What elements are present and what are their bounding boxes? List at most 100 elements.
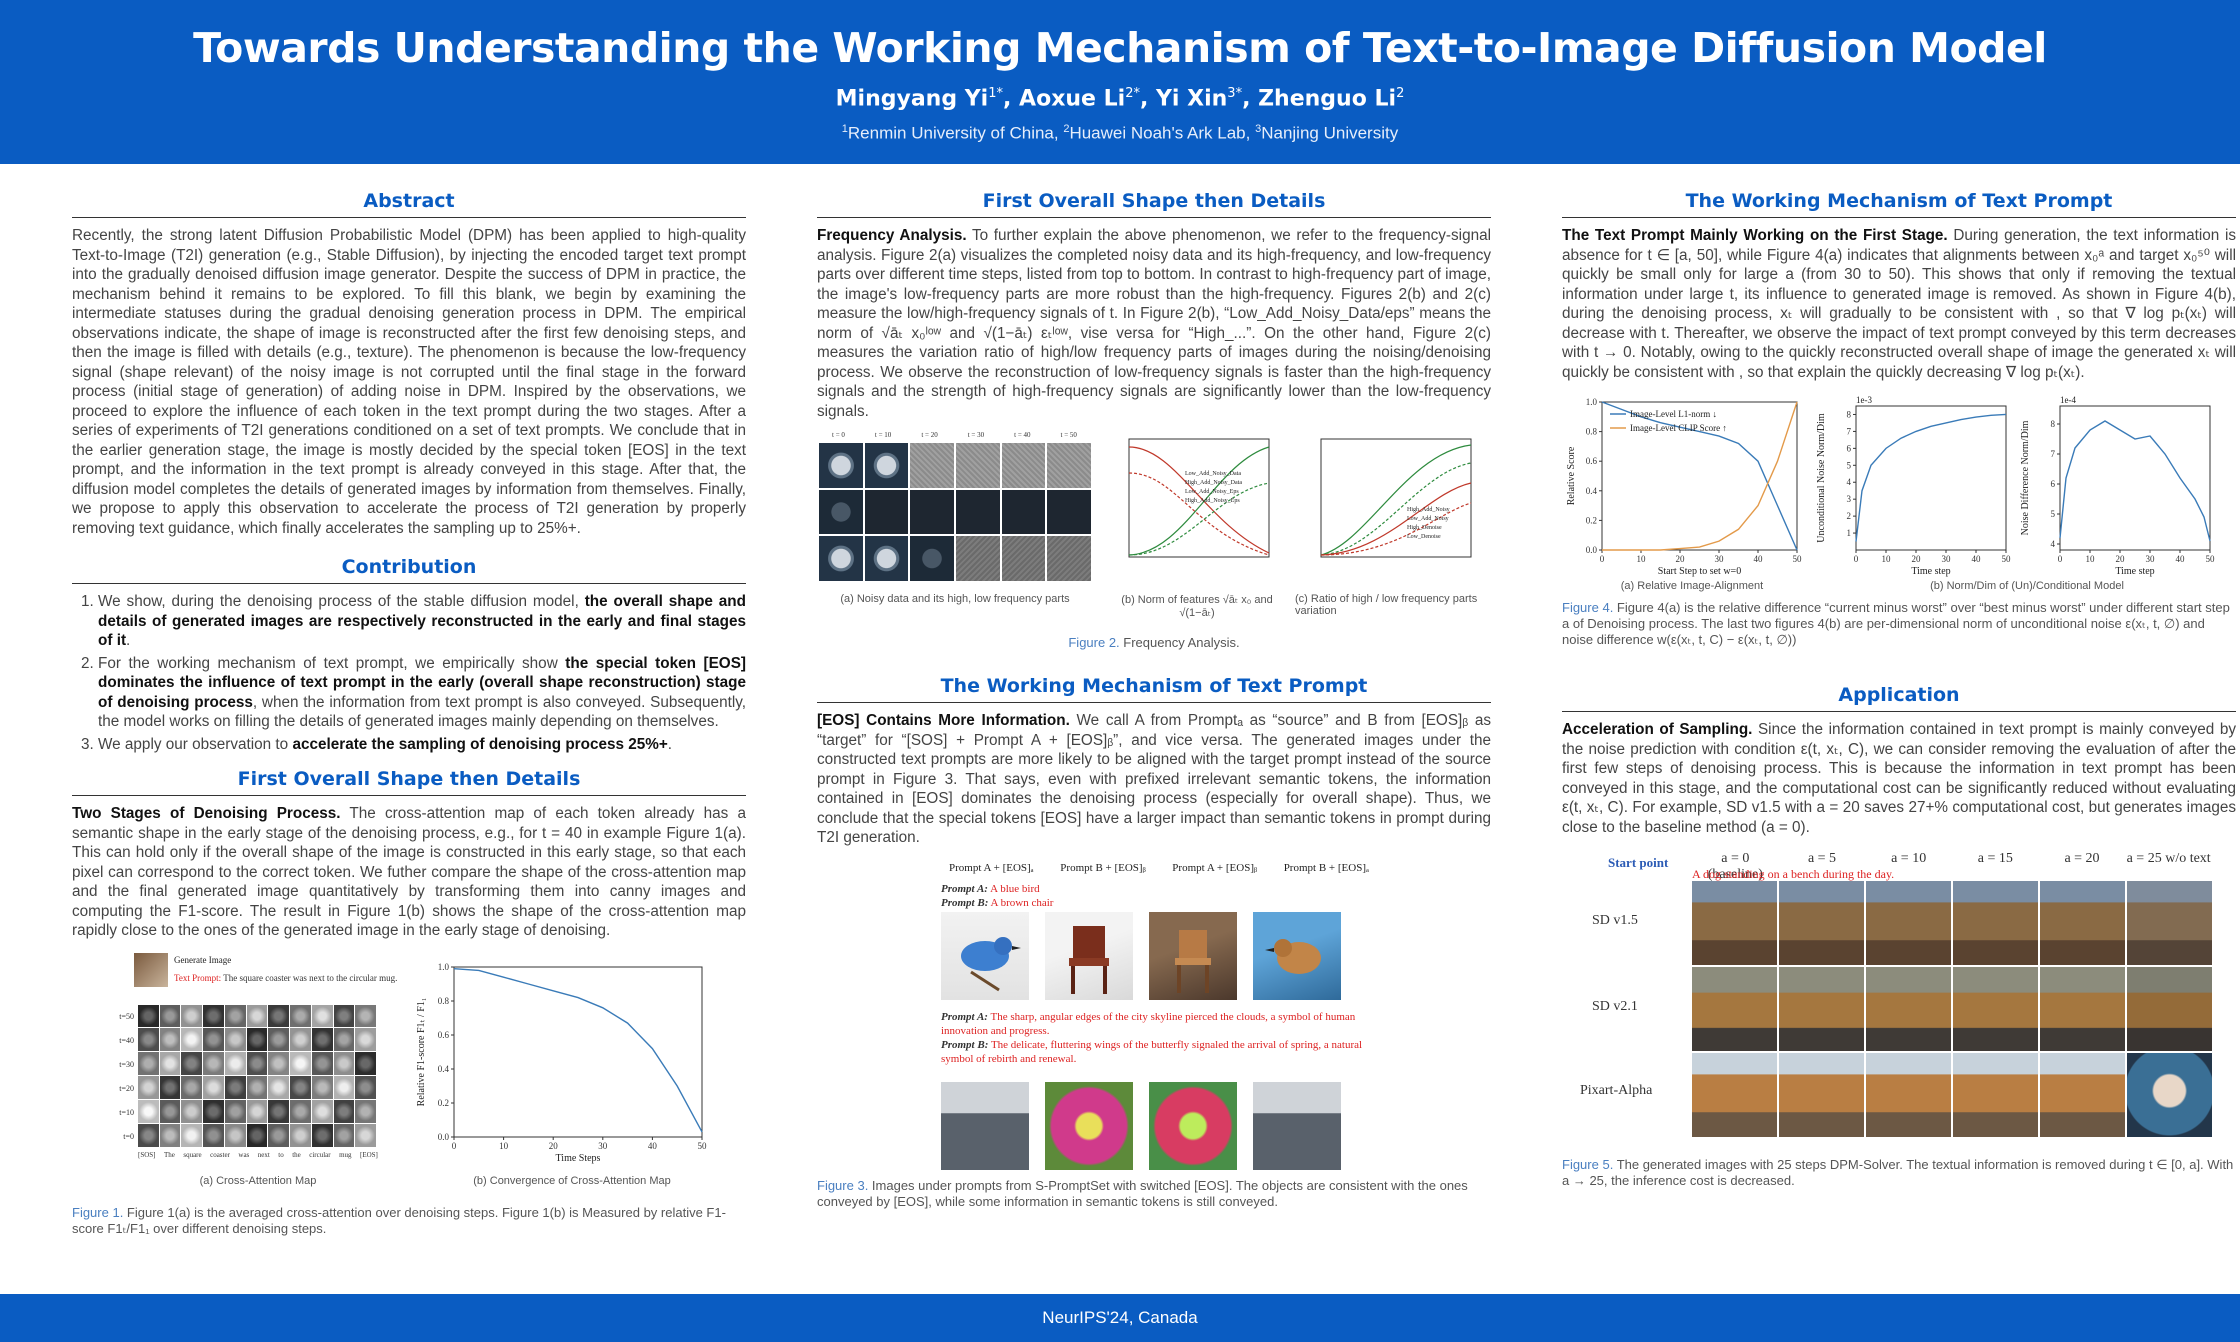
- x-tick-label: 10: [1637, 554, 1647, 564]
- column-label: a = 15: [1977, 851, 2013, 866]
- figure-2: t = 0 t = 10 t = 20 t = 30 t = 40 t = 50…: [817, 431, 1491, 629]
- column-label: Prompt B + [EOS]ₐ: [1283, 861, 1369, 874]
- attention-map-cell: [333, 1076, 355, 1099]
- token-label: next: [257, 1150, 270, 1159]
- attention-map-cell: [290, 1099, 311, 1123]
- row-label-sd21: SD v2.1: [1592, 999, 1638, 1014]
- x-tick-label: 40: [1754, 554, 1764, 564]
- author-name: Aoxue Li: [1019, 86, 1126, 112]
- token-label: [SOS]: [138, 1150, 156, 1159]
- noisy-data-cell: [956, 443, 1000, 488]
- noisy-data-cell: [1047, 443, 1091, 488]
- poster-footer: NeurIPS'24, Canada: [0, 1294, 2240, 1342]
- row-label: t=30: [119, 1059, 134, 1069]
- attention-map-cell: [311, 1076, 333, 1099]
- y-axis-label: Noise Difference Norm/Dim: [2020, 420, 2031, 535]
- affiliation: Renmin University of China: [847, 123, 1054, 143]
- series-line: [1320, 502, 1472, 556]
- figure-5-caption: Figure 5. The generated images with 25 s…: [1562, 1157, 2236, 1189]
- figure-4: 0 10 20 30 40 50 0.0 0.2 0.4 0.6 0.8 1.0 Start Step …: [1562, 394, 2236, 594]
- poster-header: Towards Understanding the Working Mechan…: [0, 0, 2240, 164]
- figure-3-caption: Figure 3. Images under prompts from S-Pr…: [817, 1178, 1491, 1210]
- prompt-b-label: Prompt B:: [941, 896, 989, 909]
- cross-attention-grid: [138, 1004, 376, 1147]
- author-name: Mingyang Yi: [835, 86, 989, 112]
- attention-map-cell: [355, 1028, 376, 1052]
- noisy-data-cell: [864, 489, 909, 535]
- poster-title: Towards Understanding the Working Mechan…: [193, 24, 2047, 72]
- section-title-abstract: Abstract: [72, 190, 746, 218]
- attention-map-cell: [138, 1099, 159, 1123]
- attention-map-cell: [333, 1123, 355, 1147]
- series-line: [1855, 413, 2007, 542]
- generated-image: [1866, 1053, 1951, 1137]
- venue-label: NeurIPS'24, Canada: [1042, 1308, 1198, 1327]
- y-tick-label: 0.6: [1586, 456, 1598, 466]
- prompt-a-label: Prompt A:: [941, 882, 988, 895]
- y-tick-label: 7: [2051, 449, 2056, 459]
- attention-map-cell: [268, 1099, 290, 1123]
- attention-map-cell: [311, 1099, 333, 1123]
- row-label: t=20: [119, 1083, 134, 1093]
- x-tick-label: 20: [1676, 554, 1686, 564]
- y-tick-label: 6: [1847, 443, 1852, 453]
- attention-map-cell: [203, 1004, 224, 1028]
- row-label: t=50: [119, 1011, 134, 1021]
- caption-text: Frequency Analysis.: [1119, 635, 1240, 650]
- y-tick-label: 5: [1847, 460, 1852, 470]
- text-prompt-line: Text Prompt: The square coaster was next…: [174, 973, 397, 983]
- image-row-pixart: [1692, 1053, 2212, 1137]
- attention-map-cell: [246, 1004, 268, 1028]
- y-tick-label: 0.2: [1586, 515, 1597, 525]
- contrib-bold: the special token [EOS] dominates the in…: [98, 654, 746, 711]
- fig2a-subcaption: (a) Noisy data and its high, low frequen…: [840, 593, 1070, 605]
- figure-4-caption: Figure 4. Figure 4(a) is the relative di…: [1562, 600, 2236, 648]
- attention-map-cell: [355, 1004, 376, 1028]
- generated-image: [2127, 967, 2212, 1051]
- y-tick-label: 1: [1847, 528, 1852, 538]
- y-tick-label: 2: [1847, 511, 1852, 521]
- first-stage-paragraph: The Text Prompt Mainly Working on the Fi…: [1562, 226, 2236, 382]
- y-tick-label: 0.8: [438, 996, 450, 1006]
- attention-map-cell: [181, 1052, 203, 1075]
- x-tick-label: 0: [1600, 554, 1605, 564]
- attention-map-cell: [311, 1028, 333, 1052]
- shape-paragraph: Two Stages of Denoising Process. The cro…: [72, 804, 746, 941]
- author-sup: 1*: [988, 86, 1004, 101]
- figure-1-caption: Figure 1. Figure 1(a) is the averaged cr…: [72, 1205, 746, 1237]
- noisy-data-cell: [864, 536, 909, 581]
- application-paragraph: Acceleration of Sampling. Since the info…: [1562, 720, 2236, 837]
- author-name: Yi Xin: [1156, 86, 1228, 112]
- para-body: Since the information contained in text …: [1562, 721, 2236, 836]
- y-tick-label: 4: [1847, 477, 1852, 487]
- plot-frame: [453, 966, 703, 1137]
- frequency-paragraph: Frequency Analysis. To further explain t…: [817, 226, 1491, 421]
- attention-map-cell: [224, 1123, 246, 1147]
- generated-image-chair: [1045, 911, 1133, 1000]
- caption-text: The generated images with 25 steps DPM-S…: [1562, 1157, 2234, 1188]
- series-line: [1320, 462, 1472, 556]
- token-labels: [SOS] The square coaster was next to the…: [138, 1151, 378, 1159]
- section-title-text-prompt-2: The Working Mechanism of Text Prompt: [1562, 190, 2236, 218]
- prompt-label: Text Prompt:: [174, 972, 222, 983]
- attention-map-cell: [246, 1076, 268, 1099]
- generated-image: [2127, 881, 2212, 965]
- image-row-sd21: [1692, 967, 2212, 1051]
- column-label: Prompt A + [EOS]ₐ: [949, 861, 1034, 874]
- fig4b-subcaption: (b) Norm/Dim of (Un)/Conditional Model: [1930, 580, 2124, 592]
- x-axis-label: Start Step to set w=0: [1658, 566, 1741, 577]
- section-title-shape-2: First Overall Shape then Details: [817, 190, 1491, 218]
- generated-image: [1779, 881, 1864, 965]
- noisy-data-cell: [956, 489, 1000, 535]
- attention-map-cell: [224, 1004, 246, 1028]
- section-title-text-prompt: The Working Mechanism of Text Prompt: [817, 675, 1491, 703]
- series-line: [1128, 446, 1270, 554]
- time-label: t = 40: [1014, 431, 1031, 439]
- author-sup: 2: [1396, 86, 1405, 101]
- attention-map-cell: [159, 1004, 181, 1028]
- chair-icon: [1069, 925, 1109, 994]
- contrib-text: .: [126, 632, 131, 649]
- chart-unconditional-norm: 0 10 20 30 40 50 1 2 3 4 5 6 7 8 Time step Unconditiona…: [1816, 395, 2011, 577]
- author-sup: 3*: [1227, 86, 1243, 101]
- attention-map-cell: [159, 1028, 181, 1052]
